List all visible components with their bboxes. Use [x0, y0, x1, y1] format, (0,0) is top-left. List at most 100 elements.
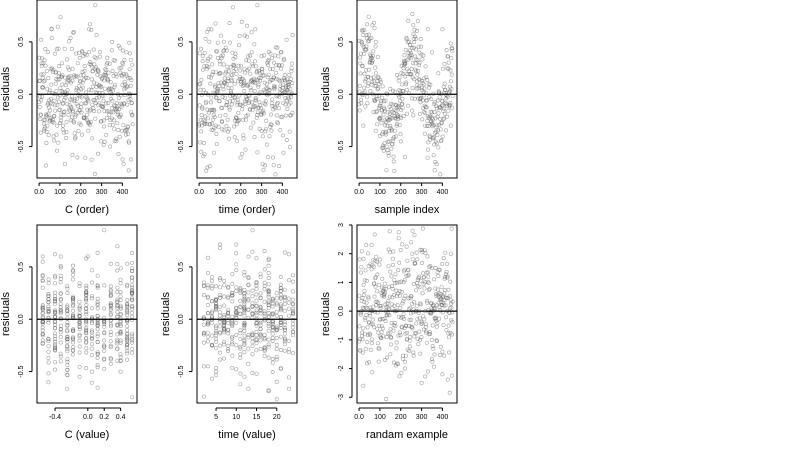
scatter-point	[362, 71, 367, 76]
scatter-point	[441, 323, 446, 328]
scatter-point	[406, 268, 411, 273]
scatter-point	[405, 67, 410, 72]
scatter-point	[117, 107, 122, 112]
scatter-point	[423, 64, 428, 69]
scatter-point	[202, 64, 207, 69]
scatter-point	[266, 59, 271, 64]
scatter-point	[239, 63, 244, 68]
scatter-point	[214, 132, 219, 137]
scatter-point	[438, 344, 443, 349]
scatter-point	[375, 272, 380, 277]
scatter-point	[102, 343, 107, 348]
scatter-point	[118, 46, 123, 51]
scatter-point	[414, 79, 419, 84]
scatter-point	[129, 157, 134, 162]
scatter-point	[379, 329, 384, 334]
scatter-point	[376, 346, 381, 351]
scatter-point	[449, 305, 454, 310]
scatter-point	[213, 123, 218, 128]
scatter-point	[88, 119, 93, 124]
scatter-point	[402, 155, 407, 160]
scatter-point	[94, 56, 99, 61]
scatter-point	[205, 334, 210, 339]
scatter-point	[130, 266, 135, 271]
scatter-point	[110, 69, 115, 74]
scatter-point	[254, 64, 259, 69]
scatter-point	[115, 285, 120, 290]
scatter-point	[52, 322, 57, 327]
scatter-point	[254, 286, 259, 291]
scatter-point	[417, 63, 422, 68]
scatter-point	[365, 101, 370, 106]
scatter-point	[40, 321, 45, 326]
scatter-point	[389, 128, 394, 133]
scatter-point	[391, 138, 396, 143]
scatter-point	[435, 132, 440, 137]
scatter-point	[439, 300, 444, 305]
scatter-point	[273, 45, 278, 50]
scatter-point	[286, 300, 291, 305]
scatter-point	[65, 88, 70, 93]
scatter-point	[92, 98, 97, 103]
scatter-point	[89, 346, 94, 351]
scatter-point	[201, 364, 206, 369]
scatter-point	[361, 123, 366, 128]
scatter-point	[64, 136, 69, 141]
scatter-point	[86, 128, 91, 133]
scatter-point	[53, 344, 58, 349]
scatter-point	[65, 290, 70, 295]
scatter-point	[214, 142, 219, 147]
scatter-point	[61, 130, 66, 135]
scatter-point	[266, 258, 271, 263]
scatter-point	[246, 93, 251, 98]
scatter-point	[424, 298, 429, 303]
scatter-point	[364, 278, 369, 283]
scatter-point	[130, 297, 135, 302]
scatter-point	[417, 316, 422, 321]
scatter-point	[441, 256, 446, 261]
scatter-point	[261, 111, 266, 116]
scatter-point	[222, 323, 227, 328]
scatter-point	[267, 87, 272, 92]
scatter-point	[406, 272, 411, 277]
scatter-point	[218, 343, 223, 348]
scatter-point	[62, 46, 67, 51]
scatter-point	[65, 372, 70, 377]
scatter-point	[59, 112, 64, 117]
scatter-point	[118, 358, 123, 363]
scatter-point	[77, 327, 82, 332]
scatter-point	[46, 132, 51, 137]
scatter-point	[369, 341, 374, 346]
scatter-point	[258, 274, 263, 279]
scatter-point	[46, 291, 51, 296]
scatter-point	[401, 89, 406, 94]
scatter-point	[118, 266, 123, 271]
scatter-point	[400, 101, 405, 106]
y-tick-label: 0.5	[18, 37, 25, 47]
scatter-point	[390, 286, 395, 291]
scatter-point	[278, 288, 283, 293]
scatter-point	[46, 300, 51, 305]
scatter-point	[68, 35, 73, 40]
scatter-point	[50, 91, 55, 96]
scatter-point	[375, 326, 380, 331]
scatter-point	[250, 294, 255, 299]
scatter-point	[222, 342, 227, 347]
scatter-point	[108, 361, 113, 366]
scatter-point	[420, 81, 425, 86]
scatter-point	[375, 300, 380, 305]
scatter-point	[206, 311, 211, 316]
scatter-point	[130, 113, 135, 118]
scatter-point	[376, 359, 381, 364]
scatter-point	[397, 260, 402, 265]
scatter-point	[77, 364, 82, 369]
scatter-point	[118, 289, 123, 294]
scatter-point	[369, 35, 374, 40]
scatter-point	[409, 294, 414, 299]
scatter-point	[255, 113, 260, 118]
scatter-point	[254, 303, 259, 308]
scatter-point	[402, 53, 407, 58]
scatter-point	[201, 154, 206, 159]
scatter-point	[220, 127, 225, 132]
